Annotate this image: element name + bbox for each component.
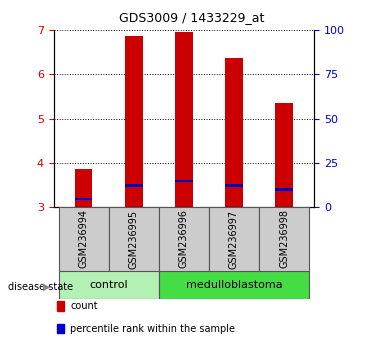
Bar [159, 271, 309, 299]
Bar [275, 103, 293, 207]
Bar [75, 170, 92, 207]
Text: count: count [70, 301, 98, 311]
Bar [59, 207, 109, 271]
Text: GSM236994: GSM236994 [79, 210, 89, 268]
Bar [259, 207, 309, 271]
Text: GSM236998: GSM236998 [279, 210, 289, 268]
Text: disease state: disease state [8, 282, 73, 292]
Bar [125, 184, 142, 187]
Bar [209, 207, 259, 271]
Bar [225, 184, 243, 187]
Bar [125, 36, 142, 207]
Bar [225, 57, 243, 207]
Bar [175, 32, 193, 207]
Bar [59, 271, 159, 299]
Text: medulloblastoma: medulloblastoma [186, 280, 282, 290]
Bar [159, 207, 209, 271]
Bar [75, 198, 92, 200]
Bar [275, 188, 293, 191]
Bar [175, 180, 193, 182]
Text: percentile rank within the sample: percentile rank within the sample [70, 324, 235, 333]
Text: GSM236997: GSM236997 [229, 209, 239, 269]
Text: GSM236996: GSM236996 [179, 210, 189, 268]
Text: ▶: ▶ [43, 282, 51, 292]
Text: control: control [89, 280, 128, 290]
Text: GDS3009 / 1433229_at: GDS3009 / 1433229_at [119, 11, 264, 24]
Bar [109, 207, 159, 271]
Text: GSM236995: GSM236995 [129, 209, 139, 269]
